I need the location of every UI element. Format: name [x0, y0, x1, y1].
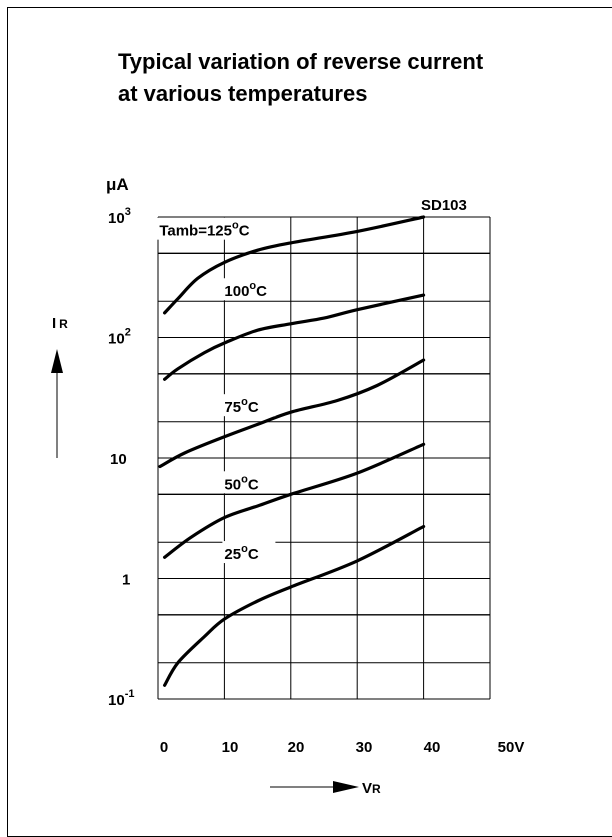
series-label: 100oC	[224, 280, 267, 300]
series-line	[163, 215, 426, 315]
y-axis-arrow-head	[51, 349, 63, 373]
series-label: Tamb=125oC	[159, 220, 249, 240]
series-label: 75oC	[224, 396, 258, 416]
series-line	[163, 293, 426, 381]
chart-title-line-1: Typical variation of reverse current	[118, 49, 484, 74]
x-tick-label: 30	[356, 739, 373, 756]
series-line	[163, 524, 426, 687]
chart-curves	[158, 215, 426, 687]
chart-grid	[157, 216, 491, 700]
part-number-label: SD103	[421, 197, 467, 214]
series-line	[158, 358, 426, 469]
series-label-background	[222, 394, 276, 417]
series-label-background	[222, 471, 276, 494]
y-tick-label: 10	[110, 451, 127, 468]
x-axis-arrow-head	[333, 781, 359, 793]
x-tick-label: 20	[288, 739, 305, 756]
chart-title: Typical variation of reverse current at …	[118, 46, 483, 110]
y-tick-label: 103	[108, 206, 131, 227]
y-tick-label: 1	[122, 572, 130, 589]
chart-title-line-2: at various temperatures	[118, 81, 368, 106]
series-label-background	[222, 541, 276, 564]
x-tick-label: 0	[160, 739, 168, 756]
series-label-background	[222, 278, 285, 301]
series-label: 25oC	[224, 543, 258, 563]
y-unit-label: μA	[106, 175, 129, 194]
y-tick-label: 10-1	[108, 688, 134, 709]
x-axis-label: VR	[362, 780, 381, 797]
series-label: 50oC	[224, 473, 258, 493]
series-label-background	[157, 217, 268, 240]
y-tick-label: 102	[108, 327, 131, 348]
x-tick-label: 50V	[498, 739, 525, 756]
series-line	[163, 442, 426, 559]
x-tick-label: 40	[424, 739, 441, 756]
x-tick-label: 10	[222, 739, 239, 756]
